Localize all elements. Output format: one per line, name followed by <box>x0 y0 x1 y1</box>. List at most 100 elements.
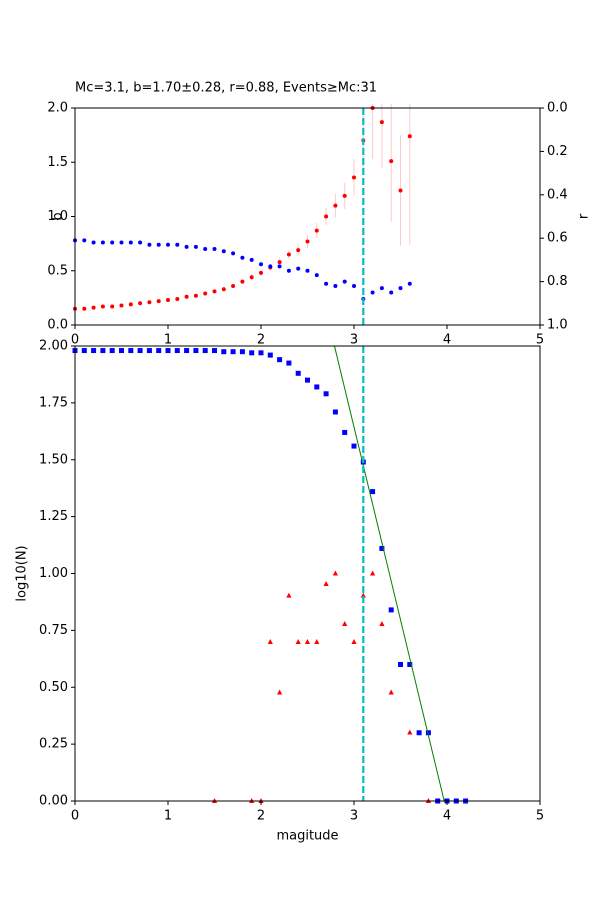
point <box>100 304 105 309</box>
point <box>100 348 106 354</box>
y-tick-label: 1.50 <box>39 452 68 467</box>
point <box>277 260 282 265</box>
point <box>231 251 236 256</box>
y-tick-label: 0.00 <box>39 794 68 809</box>
point <box>398 188 403 193</box>
point <box>175 242 180 247</box>
point <box>81 348 87 354</box>
x-tick-label: 2 <box>257 809 265 824</box>
point <box>231 283 236 288</box>
point <box>379 621 385 627</box>
point <box>342 193 347 198</box>
y2-tick-label: 0.8 <box>547 274 568 289</box>
point <box>296 248 301 253</box>
point <box>296 266 301 271</box>
point <box>249 350 255 356</box>
y-axis-label: b <box>51 212 66 220</box>
chart-title: Mc=3.1, b=1.70±0.28, r=0.88, Events≥Mc:3… <box>75 81 377 96</box>
y-tick-label: 0.75 <box>39 623 68 638</box>
point <box>128 240 133 245</box>
point <box>221 287 226 292</box>
point <box>193 348 199 354</box>
point <box>407 281 412 286</box>
point <box>407 662 413 667</box>
y2-tick-label: 0.6 <box>547 231 568 246</box>
point <box>305 377 310 383</box>
point <box>324 281 329 286</box>
point <box>119 348 124 354</box>
y-tick-label: 1.25 <box>39 509 68 524</box>
point <box>351 638 357 644</box>
y-tick-label: 0.50 <box>39 680 68 695</box>
x-tick-label: 4 <box>443 809 451 824</box>
point <box>352 283 356 288</box>
point <box>239 349 245 355</box>
point <box>286 360 292 366</box>
point <box>407 729 413 735</box>
x-tick-label: 5 <box>536 333 544 348</box>
point <box>351 443 357 449</box>
point <box>128 302 133 307</box>
point <box>184 244 189 249</box>
point <box>323 580 329 586</box>
y-tick-label: 1.75 <box>39 395 68 410</box>
point <box>166 242 170 247</box>
y-axis-label: log10(N) <box>15 545 30 601</box>
y2-tick-label: 0.4 <box>547 187 568 202</box>
point <box>267 638 273 644</box>
point <box>203 247 208 252</box>
point <box>323 391 329 397</box>
point <box>100 240 105 245</box>
y-tick-label: 0.0 <box>47 318 68 333</box>
point <box>138 301 143 306</box>
point <box>267 352 273 358</box>
point <box>147 300 152 305</box>
point <box>416 730 422 736</box>
point <box>333 283 338 288</box>
point <box>379 545 385 551</box>
point <box>119 240 124 245</box>
point <box>342 279 347 284</box>
point <box>212 247 217 252</box>
point <box>146 348 152 354</box>
fit-line <box>333 345 445 802</box>
point <box>91 348 97 354</box>
point <box>295 638 301 644</box>
point <box>286 268 291 273</box>
x-tick-label: 3 <box>350 333 358 348</box>
point <box>286 592 292 598</box>
x-tick-label: 4 <box>443 333 451 348</box>
point <box>156 299 161 304</box>
point <box>212 289 217 294</box>
point <box>240 279 245 284</box>
y-tick-label: 1.5 <box>47 155 68 170</box>
point <box>175 296 180 301</box>
y-tick-label: 1.00 <box>39 566 68 581</box>
point <box>137 348 143 354</box>
point <box>249 275 254 280</box>
point <box>314 228 319 233</box>
point <box>425 730 431 736</box>
point <box>230 349 236 355</box>
point <box>286 252 291 257</box>
point <box>295 370 301 376</box>
point <box>212 348 217 354</box>
point <box>379 120 384 125</box>
point <box>82 306 87 311</box>
point <box>128 348 134 354</box>
point <box>91 305 96 310</box>
point <box>398 662 403 667</box>
point <box>277 357 283 363</box>
point <box>342 621 348 627</box>
point <box>110 240 115 245</box>
point <box>305 268 310 273</box>
point <box>259 270 263 275</box>
point <box>203 291 208 296</box>
axes-frame <box>74 345 541 802</box>
x-tick-label: 3 <box>350 809 358 824</box>
plot-area <box>72 345 469 804</box>
x-axis-label: magitude <box>276 829 338 844</box>
point <box>332 409 338 415</box>
plot-area <box>73 104 412 311</box>
